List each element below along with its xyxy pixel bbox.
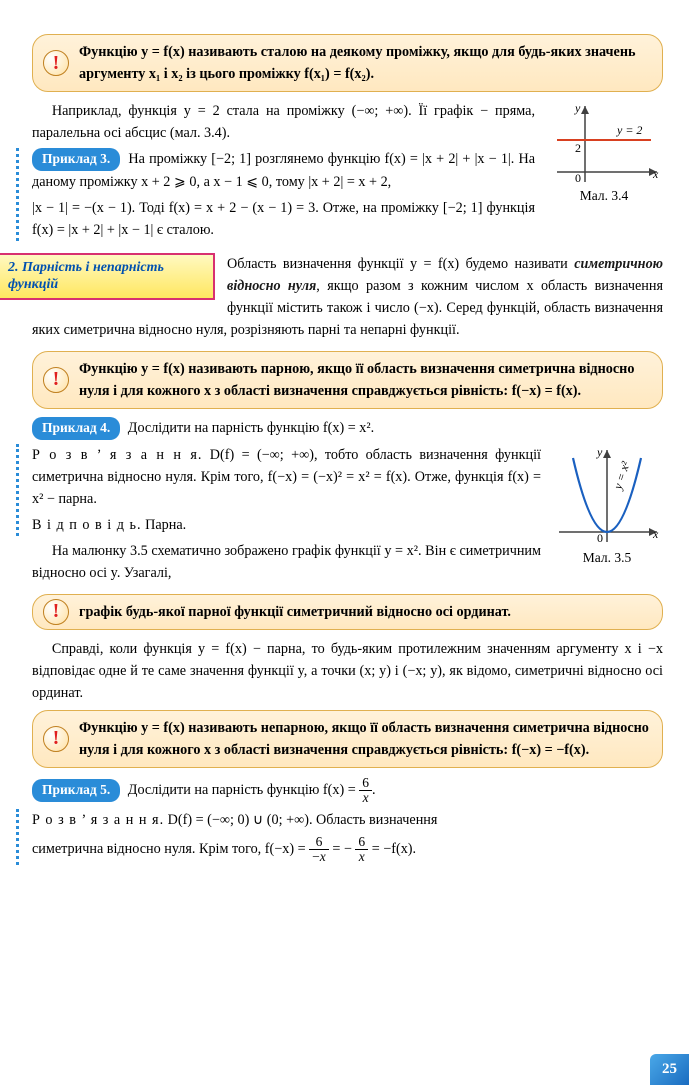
fraction: 6x — [355, 835, 368, 864]
solution-label: Р о з в ’ я з а н н я. — [32, 812, 164, 828]
svg-text:y = 2: y = 2 — [616, 123, 642, 137]
dotted-rule — [16, 148, 19, 241]
exclaim-icon: ! — [43, 367, 69, 393]
fraction: 6x — [359, 776, 372, 805]
exclaim-icon: ! — [43, 726, 69, 752]
example-badge: Приклад 3. — [32, 148, 120, 171]
dotted-rule — [16, 809, 19, 864]
paragraph: Справді, коли функція y = f(x) − парна, … — [32, 638, 663, 704]
example-4-solution: Р о з в ’ я з а н н я. D(f) = (−∞; +∞), … — [32, 444, 663, 536]
definition-text: графік будь-якої парної функції симетрич… — [79, 604, 511, 620]
example-3: Приклад 3. На проміжку [−2; 1] розглянем… — [32, 148, 663, 241]
page-number: 25 — [650, 1054, 689, 1085]
dotted-rule — [16, 444, 19, 536]
example-4-task: Приклад 4. Дослідити на парність функцію… — [32, 417, 663, 440]
definition-box-odd: ! Функцію y = f(x) називають непарною, я… — [32, 710, 663, 768]
definition-box-constant: ! Функцію y = f(x) називають сталою на д… — [32, 34, 663, 92]
exclaim-icon: ! — [43, 50, 69, 76]
definition-box-graph-even: ! графік будь-якої парної функції симетр… — [32, 594, 663, 630]
definition-text: Функцію y = f(x) називають непарною, якщ… — [79, 720, 649, 758]
example-5-solution: Р о з в ’ я з а н н я. D(f) = (−∞; 0) ∪ … — [32, 809, 663, 864]
figure-caption: Мал. 3.5 — [551, 548, 663, 569]
example-badge: Приклад 4. — [32, 417, 120, 440]
svg-text:y: y — [574, 101, 581, 115]
example-5-task: Приклад 5. Дослідити на парність функцію… — [32, 776, 663, 805]
answer-label: В і д п о в і д ь. — [32, 517, 142, 533]
exclaim-icon: ! — [43, 599, 69, 625]
definition-text: Функцію y = f(x) називають парною, якщо … — [79, 361, 634, 399]
example-badge: Приклад 5. — [32, 779, 120, 802]
definition-box-even: ! Функцію y = f(x) називають парною, якщ… — [32, 351, 663, 409]
solution-label: Р о з в ’ я з а н н я. — [32, 447, 202, 463]
page: ! Функцію y = f(x) називають сталою на д… — [0, 0, 695, 1089]
definition-text: Функцію y = f(x) називають сталою на дея… — [79, 44, 636, 82]
fraction: 6−x — [309, 835, 329, 864]
section-heading: 2. Парність і непарність функцій — [0, 253, 215, 300]
example-text: |x − 1| = −(x − 1). Тоді f(x) = x + 2 − … — [32, 197, 663, 241]
